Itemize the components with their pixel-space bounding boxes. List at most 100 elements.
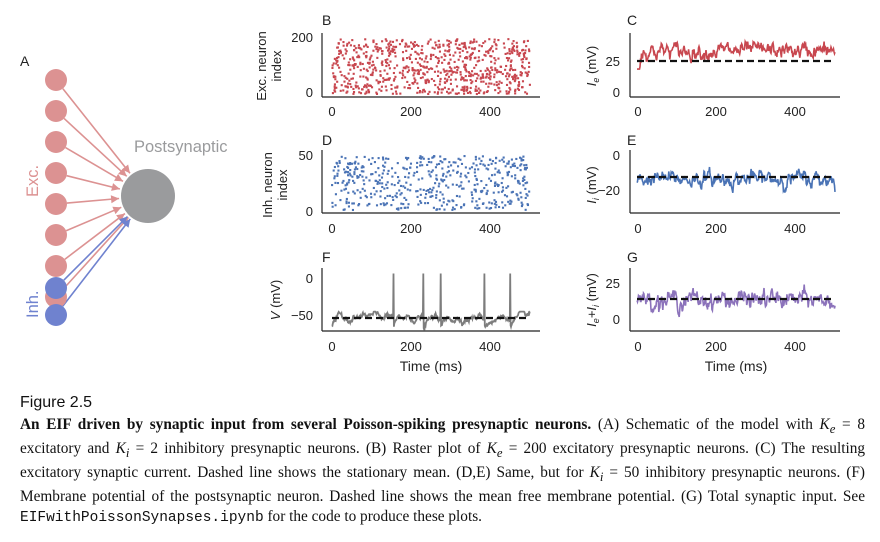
spike-dot xyxy=(407,69,411,72)
spike-dot xyxy=(396,86,399,89)
spike-dot xyxy=(376,181,379,184)
spike-dot xyxy=(445,73,448,77)
spike-dot xyxy=(431,46,434,49)
spike-dot xyxy=(432,186,435,189)
spike-dot xyxy=(359,173,362,177)
spike-dot xyxy=(382,77,385,80)
spike-dot xyxy=(344,52,347,55)
spike-dot xyxy=(474,79,478,82)
spike-dot xyxy=(509,67,512,70)
spike-dot xyxy=(475,72,478,75)
spike-dot xyxy=(352,179,355,182)
spike-dot xyxy=(369,56,372,59)
spike-dot xyxy=(507,160,510,163)
spike-dot xyxy=(334,204,337,207)
spike-dot xyxy=(497,83,500,86)
spike-dot xyxy=(515,157,518,161)
spike-dot xyxy=(366,77,369,80)
spike-dot xyxy=(451,89,454,92)
spike-dot xyxy=(452,169,455,172)
panel-letter-d: D xyxy=(322,132,332,148)
spike-dot xyxy=(465,79,468,82)
spike-dot xyxy=(334,78,337,81)
spike-dot xyxy=(409,166,412,169)
spike-dot xyxy=(368,58,371,61)
spike-dot xyxy=(347,181,350,184)
spike-dot xyxy=(443,70,446,73)
spike-dot xyxy=(332,169,335,172)
spike-dot xyxy=(491,68,494,72)
spike-dot xyxy=(395,192,398,195)
spike-dot xyxy=(433,91,436,94)
spike-dot xyxy=(462,90,465,93)
spike-dot xyxy=(363,189,366,192)
spike-dot xyxy=(411,68,414,72)
spike-dot xyxy=(463,88,466,91)
spike-dot xyxy=(441,167,444,170)
spike-dot xyxy=(344,187,348,190)
panel-d-ylabel-line2: index xyxy=(275,169,290,201)
spike-dot xyxy=(437,88,440,91)
spike-dot xyxy=(388,194,392,197)
spike-dot xyxy=(426,163,429,166)
spike-dot xyxy=(370,64,374,67)
spike-dot xyxy=(496,183,499,186)
spike-dot xyxy=(367,158,371,161)
spike-dot xyxy=(518,83,521,86)
spike-dot xyxy=(340,74,343,77)
spike-dot xyxy=(429,195,432,198)
synapse-line-inh xyxy=(63,215,129,281)
spike-dot xyxy=(437,60,440,63)
spike-dot xyxy=(473,57,476,60)
spike-dot xyxy=(465,70,468,73)
spike-dot xyxy=(468,46,471,49)
spike-dot xyxy=(377,82,380,85)
spike-dot xyxy=(514,77,517,80)
spike-dot xyxy=(464,66,467,69)
spike-dot xyxy=(517,77,520,80)
spike-dot xyxy=(392,198,395,201)
spike-dot xyxy=(422,188,425,191)
spike-dot xyxy=(444,158,447,161)
spike-dot xyxy=(478,197,481,200)
spike-dot xyxy=(363,85,366,88)
spike-dot xyxy=(516,53,519,56)
spike-dot xyxy=(492,191,495,194)
spike-dot xyxy=(458,185,461,188)
spike-dot xyxy=(402,74,405,77)
spike-dot xyxy=(487,52,490,55)
panel-f-xtick-400: 400 xyxy=(479,339,501,354)
spike-dot xyxy=(407,176,410,179)
spike-dot xyxy=(391,92,394,95)
spike-dot xyxy=(359,69,362,72)
spike-dot xyxy=(522,155,525,158)
spike-dot xyxy=(408,172,411,175)
spike-dot xyxy=(451,183,454,186)
spike-dot xyxy=(410,41,413,44)
spike-dot xyxy=(427,157,430,160)
spike-dot xyxy=(481,75,484,78)
spike-dot xyxy=(386,181,389,184)
spike-dot xyxy=(371,157,374,160)
spike-dot xyxy=(446,44,449,47)
spike-dot xyxy=(386,62,389,65)
spike-dot xyxy=(515,74,518,77)
spike-dot xyxy=(475,164,478,167)
spike-dot xyxy=(406,158,409,161)
spike-dot xyxy=(449,82,453,85)
spike-dot xyxy=(401,69,405,72)
spike-dot xyxy=(379,47,382,50)
spike-dot xyxy=(461,49,464,52)
spike-dot xyxy=(508,69,511,72)
spike-dot xyxy=(368,66,371,69)
spike-dot xyxy=(389,43,392,46)
spike-dot xyxy=(346,165,349,169)
spike-dot xyxy=(521,203,524,206)
spike-dot xyxy=(411,42,415,45)
spike-dot xyxy=(459,172,463,175)
panel-d-ytick-50: 50 xyxy=(299,148,313,163)
spike-dot xyxy=(510,59,513,62)
spike-dot xyxy=(502,42,505,45)
spike-dot xyxy=(365,91,368,94)
spike-dot xyxy=(345,200,348,203)
